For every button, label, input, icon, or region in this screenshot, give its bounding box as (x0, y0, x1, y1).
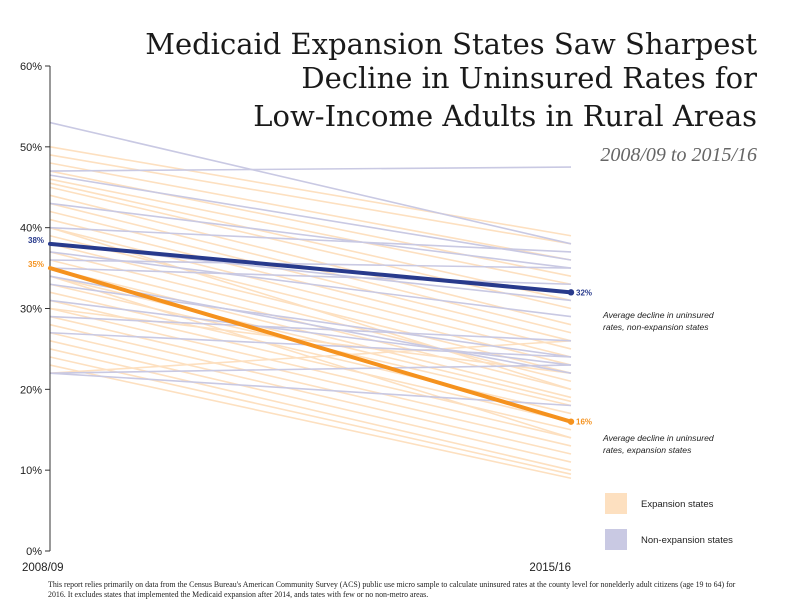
state-lines-group (49, 121, 572, 480)
expansion-end-point (567, 418, 575, 425)
expansion-annotation-line-2: rates, expansion states (603, 445, 692, 455)
y-tick-label-10: 10% (20, 465, 42, 477)
non-expansion-average-line (48, 241, 573, 295)
non-expansion-state-line-5 (49, 226, 572, 253)
non-expansion-start-label: 38% (28, 236, 44, 245)
expansion-state-line-26 (49, 340, 572, 463)
expansion-state-line-25 (49, 331, 572, 455)
y-tick-label-40: 40% (20, 223, 42, 235)
expansion-state-line-7 (49, 186, 572, 310)
expansion-state-line-29 (49, 364, 572, 480)
non-expansion-state-line-13 (49, 315, 572, 342)
title-line-1: Medicaid Expansion States Saw Sharpest (145, 27, 757, 61)
expansion-state-line-13 (49, 234, 572, 366)
non-expansion-end-point (567, 289, 575, 296)
expansion-state-line-32 (49, 307, 572, 374)
non-expansion-end-label: 32% (576, 288, 592, 297)
labels-group: 38% 35% 32% 16% Average decline in uninsured… (28, 236, 714, 455)
non-expansion-state-line-11 (49, 283, 572, 358)
y-tick-label-30: 30% (20, 304, 42, 316)
expansion-end-label: 16% (576, 418, 592, 427)
legend-swatch-1 (605, 493, 627, 514)
expansion-annotation-line-1: Average decline in uninsured (602, 433, 714, 443)
expansion-state-line-20 (49, 291, 572, 415)
expansion-state-line-12 (49, 226, 572, 358)
non-expansion-state-line-4 (49, 202, 572, 269)
non-expansion-state-line-16 (49, 372, 572, 407)
expansion-state-line-28 (49, 356, 572, 475)
expansion-state-line-3 (49, 162, 572, 261)
x-tick-label-start: 2008/09 (22, 562, 64, 574)
non-expansion-annotation-line-1: Average decline in uninsured (602, 310, 714, 320)
chart-title: Medicaid Expansion States Saw Sharpest D… (145, 27, 757, 133)
expansion-state-line-1 (49, 146, 572, 237)
non-expansion-annotation-line-2: rates, non-expansion states (603, 322, 709, 332)
non-expansion-state-line-9 (49, 267, 572, 286)
legend-label-2: Non-expansion states (641, 535, 733, 546)
title-line-2: Decline in Uninsured Rates for (301, 61, 757, 95)
non-expansion-state-line-15 (49, 364, 572, 374)
average-lines-group (48, 241, 575, 425)
footnote: This report relies primarily on data fro… (48, 580, 736, 599)
expansion-average-line (48, 266, 573, 424)
non-expansion-state-line-7 (49, 251, 572, 318)
non-expansion-state-line-2 (49, 166, 572, 172)
expansion-state-line-8 (49, 194, 572, 326)
expansion-state-line-27 (49, 348, 572, 471)
non-expansion-state-line-3 (49, 174, 572, 261)
legend: Expansion states Non-expansion states (605, 493, 733, 550)
y-tick-label-20: 20% (20, 384, 42, 396)
expansion-state-line-6 (49, 182, 572, 302)
legend-swatch-2 (605, 529, 627, 550)
non-expansion-state-line-8 (49, 259, 572, 269)
non-expansion-state-line-12 (49, 299, 572, 366)
title-line-3: Low-Income Adults in Rural Areas (253, 99, 757, 133)
chart-subtitle: 2008/09 to 2015/16 (600, 144, 757, 166)
expansion-state-line-31 (49, 275, 572, 439)
non-expansion-state-line-1 (49, 121, 572, 245)
legend-label-1: Expansion states (641, 499, 714, 510)
y-tick-label-0: 0% (26, 546, 42, 558)
x-tick-label-end: 2015/16 (529, 562, 571, 574)
expansion-start-label: 35% (28, 260, 44, 269)
expansion-state-line-15 (49, 251, 572, 383)
axes-group: 0% 10% 20% 30% 40% 50% 60% 2008/09 2015/16 (20, 61, 571, 574)
y-tick-label-50: 50% (20, 142, 42, 154)
expansion-state-line-33 (49, 226, 572, 391)
expansion-state-line-24 (49, 323, 572, 447)
y-tick-label-60: 60% (20, 61, 42, 73)
